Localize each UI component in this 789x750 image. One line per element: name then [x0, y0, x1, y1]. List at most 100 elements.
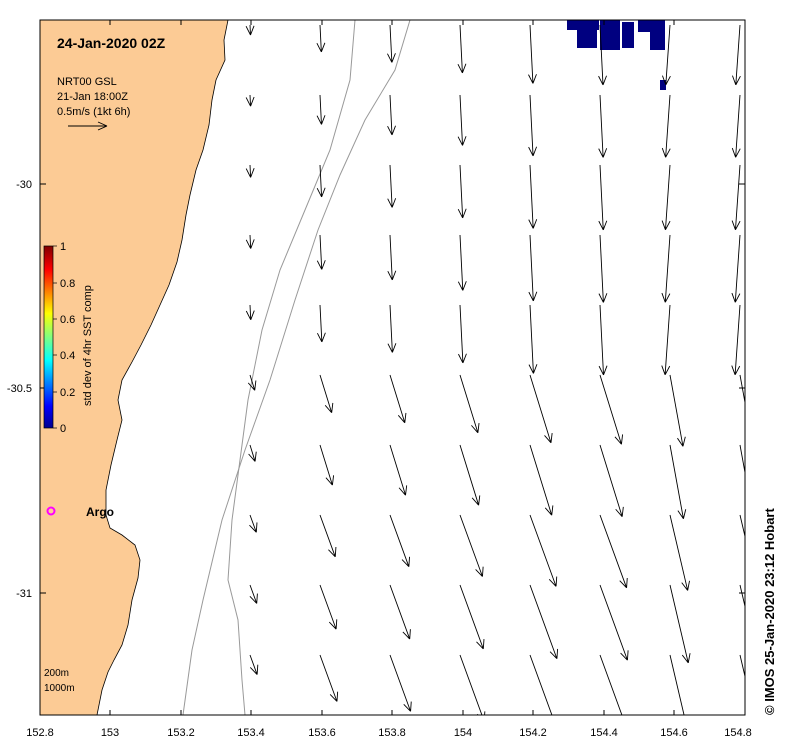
isobath-200m: [227, 20, 356, 715]
current-vector-arrow: [529, 444, 554, 516]
current-vector-arrow: [598, 234, 608, 303]
y-tick-label: -30.5: [7, 383, 32, 395]
current-vector-arrow: [457, 164, 467, 219]
colorbar-gradient: [43, 245, 54, 429]
current-vector-arrow: [661, 304, 671, 376]
current-vector-arrow: [389, 444, 408, 496]
current-vector-arrow: [599, 374, 624, 445]
current-vector-arrow: [459, 654, 486, 715]
current-vector-arrow: [731, 304, 741, 376]
current-vector-arrow: [249, 584, 258, 604]
current-vector-arrow: [731, 94, 741, 158]
current-vector-arrow: [661, 164, 671, 231]
map-title: 24-Jan-2020 02Z: [57, 35, 166, 51]
current-vector-arrow: [598, 164, 608, 231]
current-vector-arrow: [245, 94, 255, 107]
sst-data-patch: [567, 20, 666, 90]
current-vector-arrow: [387, 304, 397, 353]
current-vector-arrow: [387, 234, 397, 281]
current-vector-arrow: [731, 164, 741, 231]
current-vector-arrow: [459, 444, 481, 506]
colorbar-tick: 0.8: [60, 278, 75, 290]
current-vector-arrow: [669, 584, 691, 664]
current-vector-arrow: [249, 654, 259, 675]
current-vector-arrow: [457, 234, 467, 291]
current-vector-arrow: [528, 164, 538, 229]
axis-ticks: [39, 20, 746, 715]
current-vector-arrow: [669, 374, 686, 447]
current-vector-arrow: [598, 304, 608, 376]
current-vector-arrow: [739, 444, 745, 475]
y-tick-label: -31: [16, 588, 32, 600]
current-vector-arrow: [662, 24, 671, 86]
current-vector-arrow: [319, 654, 339, 702]
current-vector-arrow: [316, 24, 326, 53]
current-vector-arrow: [319, 374, 334, 414]
current-vector-arrow: [661, 234, 671, 303]
current-vector-arrow: [528, 94, 538, 157]
current-vector-arrow: [739, 374, 745, 405]
vector-scale-label: 0.5m/s (1kt 6h): [57, 106, 131, 118]
current-vector-arrow: [245, 234, 255, 249]
current-vector-arrow: [732, 24, 741, 86]
current-vector-arrow: [245, 304, 255, 320]
current-vector-arrow: [457, 24, 467, 74]
product-name: NRT00 GSL: [57, 76, 117, 88]
x-tick-label: 152.8: [26, 727, 54, 739]
current-vector-arrow: [458, 304, 467, 364]
colorbar-tick: 0: [60, 423, 66, 435]
current-vector-arrow: [528, 304, 538, 374]
current-vector-arrow: [598, 24, 607, 86]
imos-credit: © IMOS 25-Jan-2020 23:12 Hobart: [762, 508, 777, 715]
current-vector-arrow: [389, 374, 407, 424]
current-vector-arrow: [319, 444, 335, 486]
current-vector-arrow: [739, 584, 745, 609]
current-vector-arrow: [316, 164, 326, 198]
current-vector-arrow: [528, 234, 538, 302]
current-vector-arrow: [248, 444, 257, 462]
current-vector-arrow: [599, 584, 629, 661]
current-vector-arrow: [245, 164, 255, 178]
x-tick-label: 154.6: [660, 727, 688, 739]
colorbar-tick: 0.6: [60, 314, 75, 326]
current-vector-arrow: [319, 584, 338, 630]
isobath-label-200m: 200m: [44, 668, 70, 679]
colorbar-tick: 0.2: [60, 387, 75, 399]
current-vector-arrow: [459, 584, 485, 650]
x-tick-label: 153.2: [167, 727, 195, 739]
colorbar-label: std dev of 4hr SST comp: [82, 285, 94, 406]
current-vector-arrow: [529, 654, 553, 715]
current-vector-arrow: [598, 94, 608, 158]
product-time: 21-Jan 18:00Z: [57, 91, 128, 103]
y-tick-label: -30: [16, 179, 32, 191]
current-vector-arrow: [739, 654, 745, 679]
current-vector-arrow: [245, 24, 255, 36]
current-vector-arrow: [599, 514, 628, 589]
current-vectors: [245, 24, 745, 715]
current-vector-arrow: [316, 234, 326, 270]
isobath-label-1000m: 1000m: [44, 683, 75, 694]
current-vector-arrow: [528, 24, 537, 84]
current-vector-arrow: [389, 654, 412, 712]
x-tick-label: 153.4: [237, 727, 265, 739]
colorbar-tick: 0.4: [60, 350, 75, 362]
current-vector-arrow: [731, 234, 741, 303]
x-tick-label: 154.8: [724, 727, 752, 739]
argo-marker: [46, 506, 56, 516]
x-tick-label: 154: [454, 727, 472, 739]
current-vector-arrow: [317, 304, 326, 343]
x-tick-label: 153.6: [308, 727, 336, 739]
x-tick-label: 153: [101, 727, 119, 739]
colorbar-tick: 1: [60, 241, 66, 253]
argo-label: Argo: [86, 505, 114, 519]
current-vector-arrow: [459, 374, 480, 434]
current-vector-arrow: [661, 94, 671, 158]
current-vector-arrow: [669, 514, 690, 591]
x-axis-labels: 152.8 153 153.2 153.4 153.6 153.8 154 15…: [26, 727, 752, 739]
current-vector-arrow: [316, 94, 326, 125]
x-tick-label: 153.8: [378, 727, 406, 739]
scale-arrow: [68, 121, 108, 131]
current-vector-arrow: [249, 514, 258, 533]
current-vector-arrow: [389, 514, 410, 567]
